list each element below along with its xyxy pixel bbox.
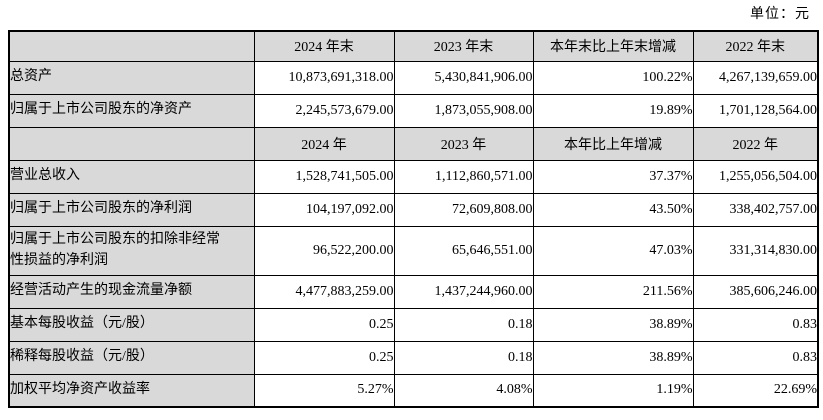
table-cell: 2,245,573,679.00	[253, 93, 395, 128]
table-cell: 22.69%	[692, 373, 819, 408]
table-cell: 5.27%	[253, 373, 395, 408]
table-cell: 65,646,551.00	[393, 225, 534, 276]
row-label: 基本每股收益（元/股）	[8, 307, 255, 342]
table-row-basic-eps: 基本每股收益（元/股） 0.25 0.18 38.89% 0.83	[8, 307, 819, 342]
header-row-annual: 2024 年 2023 年 本年比上年增减 2022 年	[8, 126, 819, 161]
table-cell: 1,873,055,908.00	[393, 93, 534, 128]
table-cell: 1.19%	[532, 373, 694, 408]
table-cell: 0.83	[692, 307, 819, 342]
table-cell: 211.56%	[532, 274, 694, 309]
table-cell: 37.37%	[532, 159, 694, 194]
row-label: 归属于上市公司股东的净利润	[8, 192, 255, 227]
unit-label: 单位：元	[750, 7, 810, 22]
table-cell: 4.08%	[393, 373, 534, 408]
table-cell: 72,609,808.00	[393, 192, 534, 227]
table-cell: 38.89%	[532, 340, 694, 375]
financial-summary-table: 2024 年末 2023 年末 本年末比上年末增减 2022 年末 总资产 10…	[8, 30, 819, 408]
column-header-2022-yearend: 2022 年末	[692, 30, 819, 62]
row-label: 加权平均净资产收益率	[8, 373, 255, 408]
table-cell: 96,522,200.00	[253, 225, 395, 276]
table-row-operating-cash-flow: 经营活动产生的现金流量净额 4,477,883,259.00 1,437,244…	[8, 274, 819, 309]
row-label: 稀释每股收益（元/股）	[8, 340, 255, 375]
row-label: 归属于上市公司股东的扣除非经常 性损益的净利润	[8, 225, 255, 276]
row-label: 营业总收入	[8, 159, 255, 194]
column-header-2023: 2023 年	[393, 126, 534, 161]
table-cell: 19.89%	[532, 93, 694, 128]
table-cell: 0.83	[692, 340, 819, 375]
column-header-2024: 2024 年	[253, 126, 395, 161]
table-cell: 1,112,860,571.00	[393, 159, 534, 194]
table-cell: 0.25	[253, 307, 395, 342]
table-cell: 1,255,056,504.00	[692, 159, 819, 194]
table-cell: 4,267,139,659.00	[692, 60, 819, 95]
table-cell: 0.25	[253, 340, 395, 375]
row-label: 总资产	[8, 60, 255, 95]
column-header-yoy: 本年比上年增减	[532, 126, 694, 161]
table-row-net-profit: 归属于上市公司股东的净利润 104,197,092.00 72,609,808.…	[8, 192, 819, 227]
table-cell: 1,437,244,960.00	[393, 274, 534, 309]
table-cell: 4,477,883,259.00	[253, 274, 395, 309]
table-cell: 43.50%	[532, 192, 694, 227]
table-row-weighted-avg-roe: 加权平均净资产收益率 5.27% 4.08% 1.19% 22.69%	[8, 373, 819, 408]
table-cell: 5,430,841,906.00	[393, 60, 534, 95]
table-cell: 0.18	[393, 307, 534, 342]
column-header-2024-yearend: 2024 年末	[253, 30, 395, 62]
table-row-net-profit-excl-nonrecurring: 归属于上市公司股东的扣除非经常 性损益的净利润 96,522,200.00 65…	[8, 225, 819, 276]
table-cell: 104,197,092.00	[253, 192, 395, 227]
row-label: 归属于上市公司股东的净资产	[8, 93, 255, 128]
table-cell: 10,873,691,318.00	[253, 60, 395, 95]
table-cell: 338,402,757.00	[692, 192, 819, 227]
table-cell: 1,528,741,505.00	[253, 159, 395, 194]
table-row-total-assets: 总资产 10,873,691,318.00 5,430,841,906.00 1…	[8, 60, 819, 95]
table-cell: 1,701,128,564.00	[692, 93, 819, 128]
table-cell: 38.89%	[532, 307, 694, 342]
table-cell: 0.18	[393, 340, 534, 375]
table-cell: 47.03%	[532, 225, 694, 276]
table-cell: 385,606,246.00	[692, 274, 819, 309]
table-row-diluted-eps: 稀释每股收益（元/股） 0.25 0.18 38.89% 0.83	[8, 340, 819, 375]
table-cell: 331,314,830.00	[692, 225, 819, 276]
header-row-yearend: 2024 年末 2023 年末 本年末比上年末增减 2022 年末	[8, 30, 819, 62]
column-header-2023-yearend: 2023 年末	[393, 30, 534, 62]
table-cell: 100.22%	[532, 60, 694, 95]
column-header-yoy-yearend: 本年末比上年末增减	[532, 30, 694, 62]
corner-cell	[8, 30, 255, 62]
corner-cell	[8, 126, 255, 161]
table-row-net-assets: 归属于上市公司股东的净资产 2,245,573,679.00 1,873,055…	[8, 93, 819, 128]
column-header-2022: 2022 年	[692, 126, 819, 161]
table-row-total-revenue: 营业总收入 1,528,741,505.00 1,112,860,571.00 …	[8, 159, 819, 194]
row-label: 经营活动产生的现金流量净额	[8, 274, 255, 309]
